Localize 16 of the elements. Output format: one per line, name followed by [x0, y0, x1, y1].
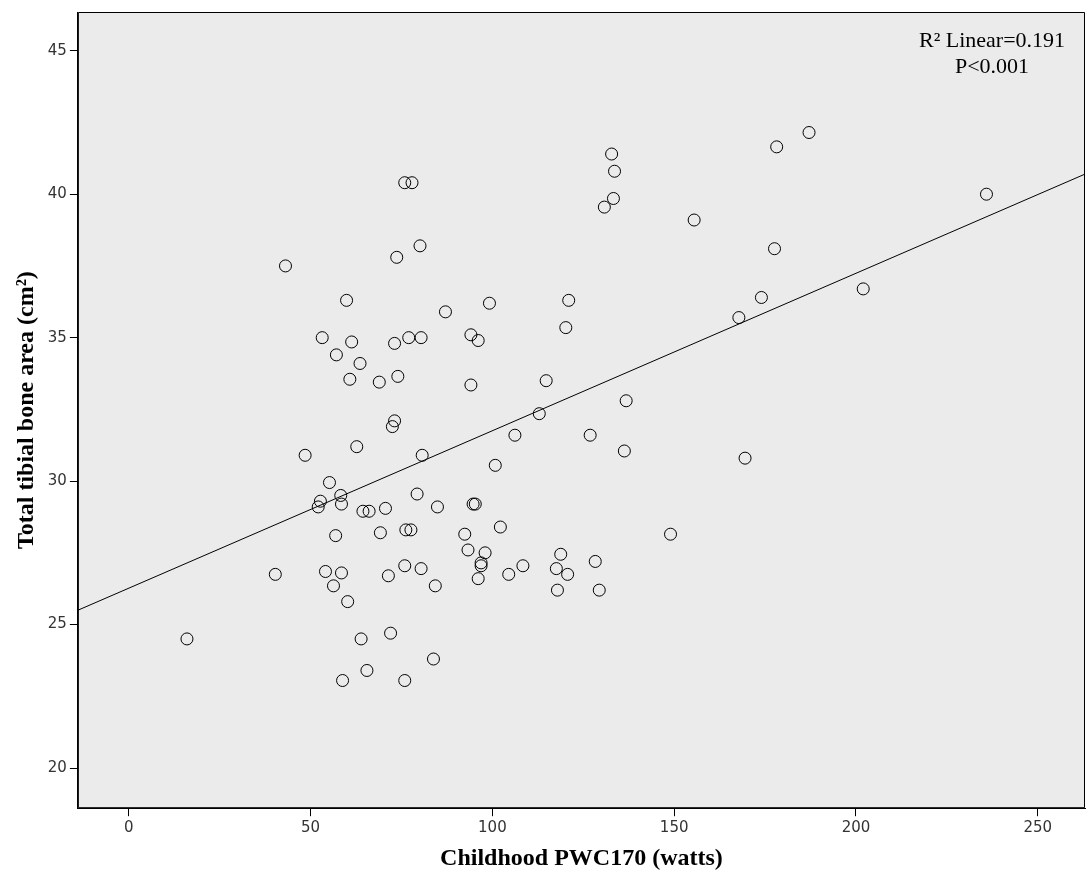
y-axis-title: Total tibial bone area (cm²) [11, 271, 38, 550]
x-tick-label: 200 [841, 818, 871, 837]
x-axis-title: Childhood PWC170 (watts) [440, 843, 723, 870]
x-tick-label: 100 [478, 818, 507, 837]
y-tick-label: 20 [47, 757, 67, 776]
y-tick-label: 30 [47, 471, 67, 489]
x-tick-label: 50 [301, 818, 321, 837]
annotation: R² Linear=0.191 [918, 26, 1066, 52]
x-tick-label: 150 [659, 818, 689, 837]
y-tick-label: 40 [47, 184, 67, 203]
x-tick-label: 0 [124, 818, 134, 837]
y-tick-label: 25 [47, 614, 67, 633]
annotation: P<0.001 [954, 52, 1030, 78]
y-tick-label: 35 [47, 327, 67, 346]
y-tick-label: 45 [47, 40, 67, 59]
x-tick-label: 250 [1023, 818, 1053, 837]
